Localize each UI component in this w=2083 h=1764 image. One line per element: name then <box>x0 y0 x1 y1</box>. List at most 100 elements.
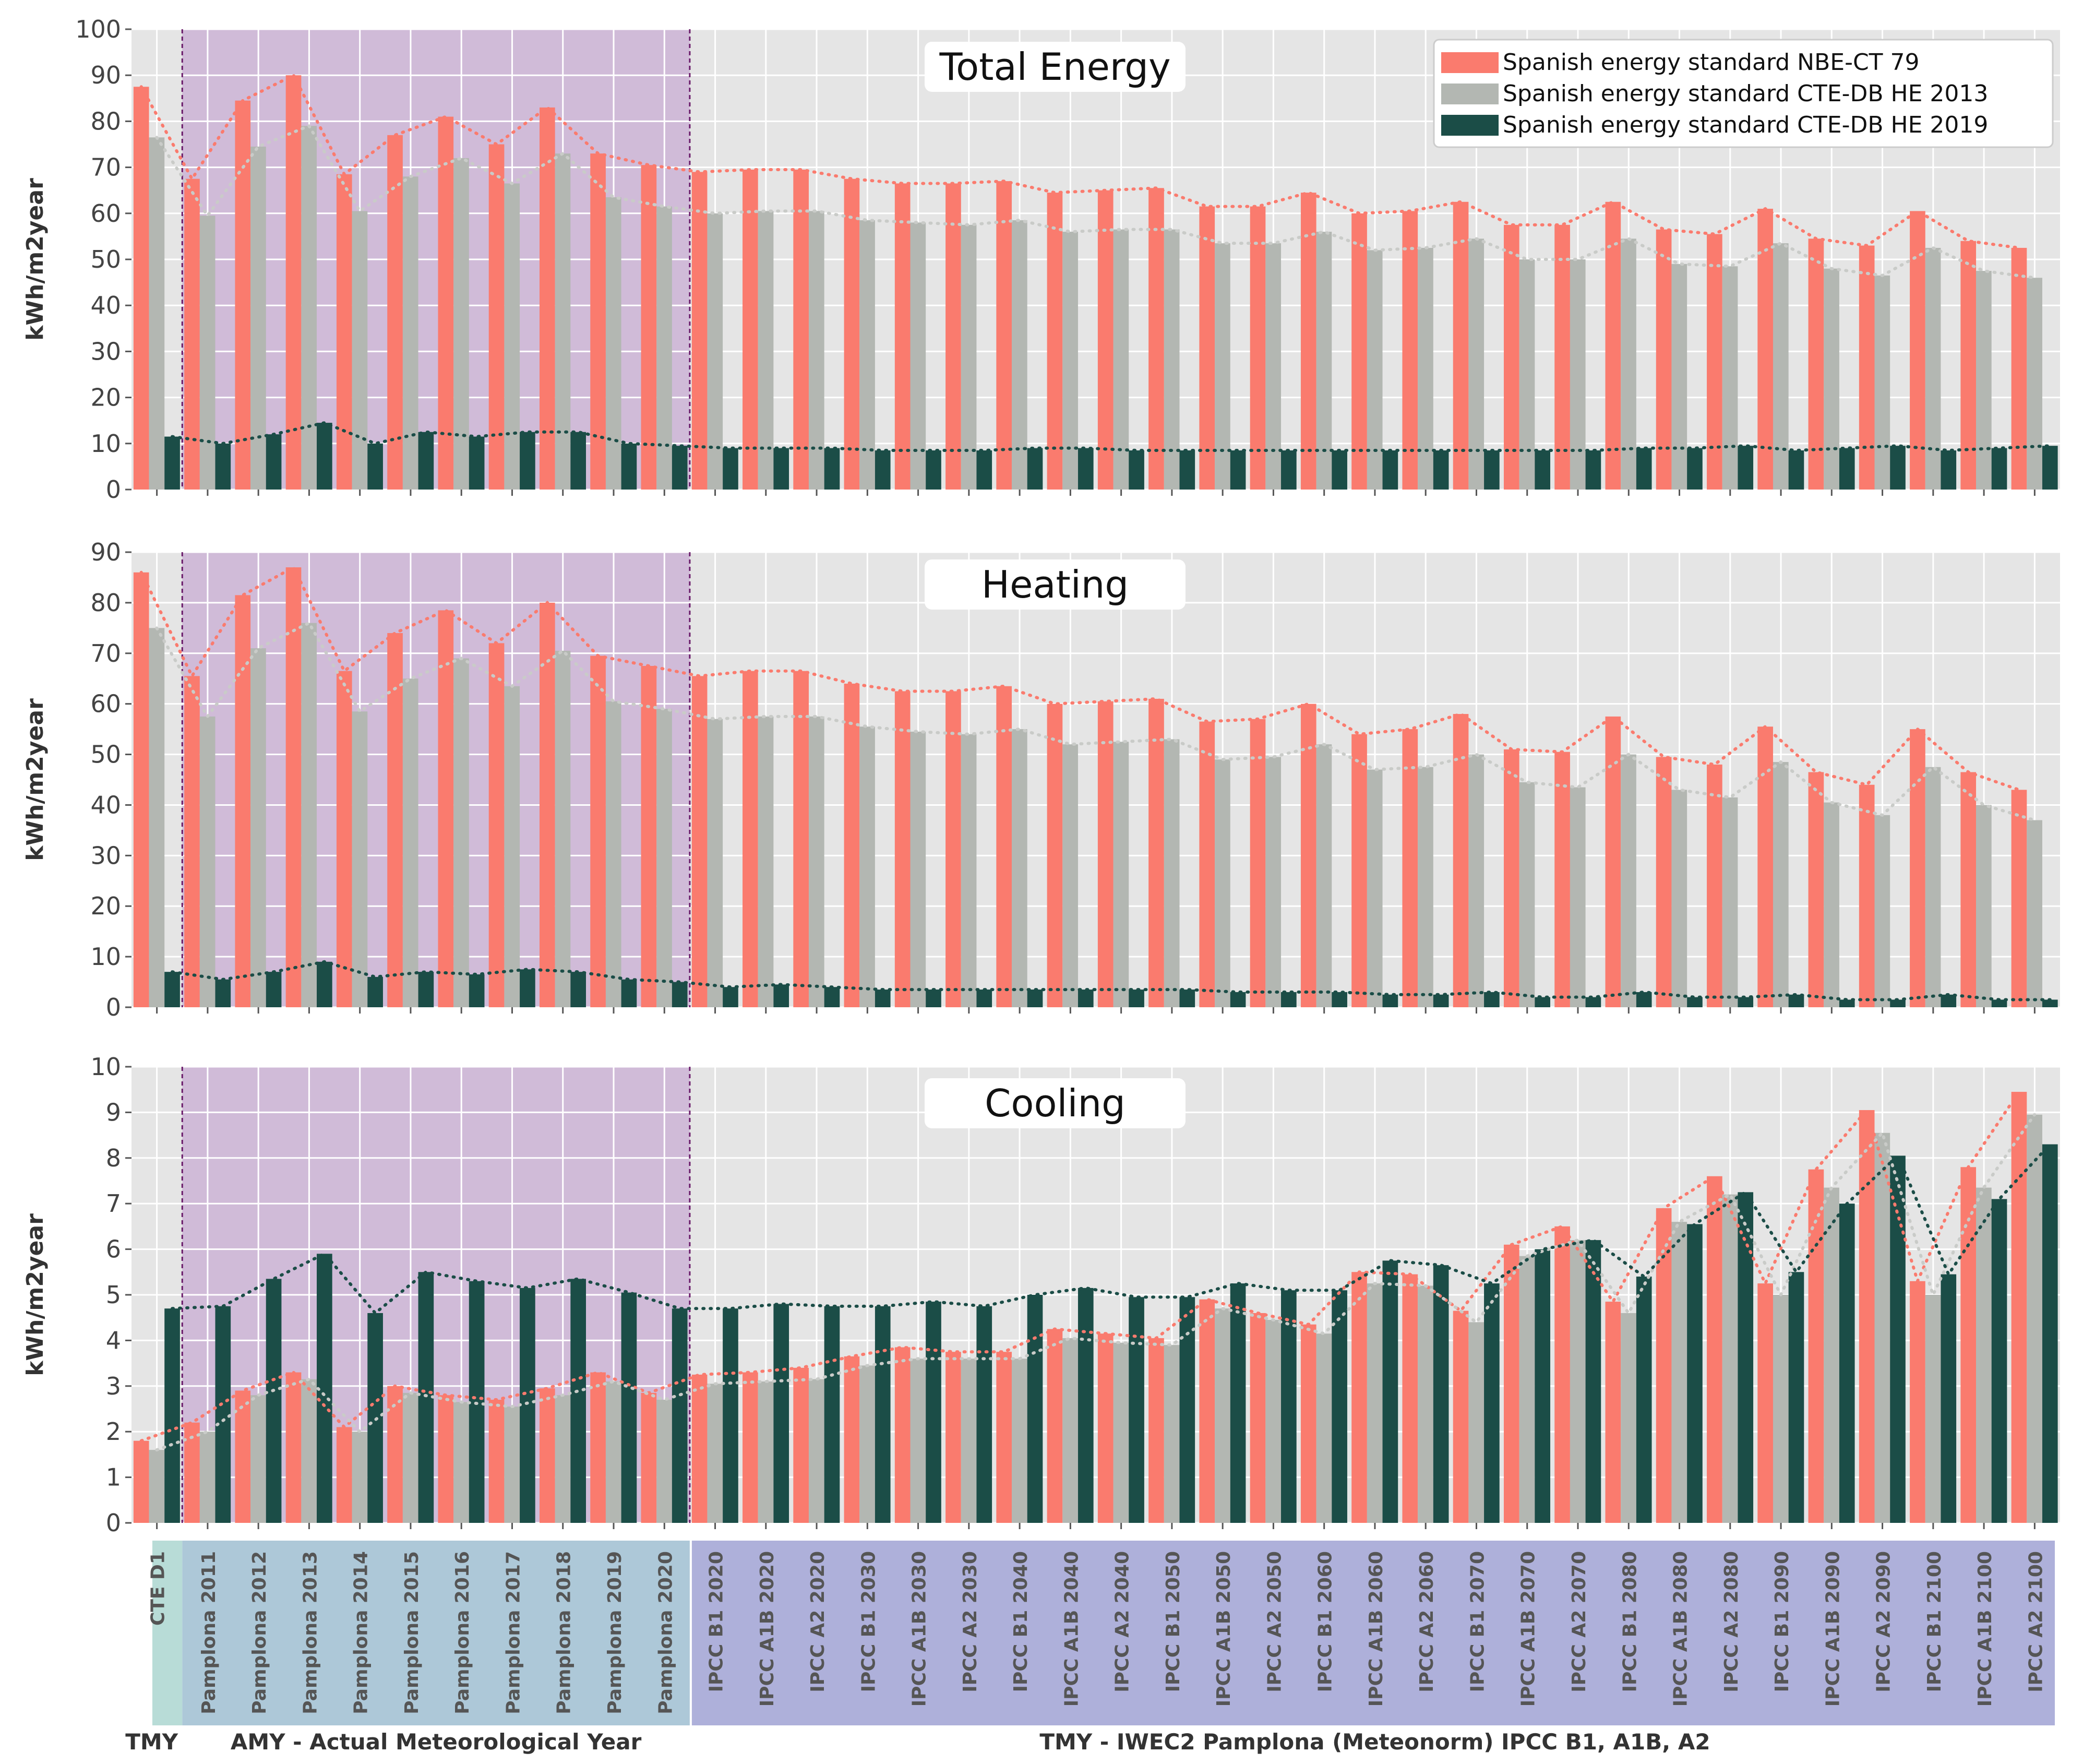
total-energy-bar-series0-30 <box>1656 229 1672 490</box>
heating-bar-series2-8 <box>570 972 586 1007</box>
total-energy-bar-series1-10 <box>656 206 672 490</box>
cooling-bar-series0-14 <box>844 1356 860 1523</box>
cooling-trend-series0 <box>139 1090 2021 1443</box>
heating-bar-series1-1 <box>199 716 216 1007</box>
total-energy-bar-series1-9 <box>605 197 621 490</box>
heating-bar-series1-18 <box>1062 744 1078 1007</box>
total-energy-bar-series2-26 <box>1484 450 1500 490</box>
cooling-bar-series0-20 <box>1148 1338 1164 1523</box>
total-energy-bar-series0-21 <box>1199 206 1215 490</box>
total-energy-ytick-label: 30 <box>90 337 121 365</box>
heating-bar-series2-5 <box>418 972 434 1007</box>
heating-bar-series2-33 <box>1839 999 1855 1007</box>
cooling-bar-series2-24 <box>1382 1260 1398 1523</box>
total-energy-trend-series1 <box>155 124 2037 280</box>
cooling-bar-series2-30 <box>1687 1224 1703 1523</box>
heating-bar-series2-0 <box>164 972 180 1007</box>
total-energy-bar-series1-15 <box>910 222 926 490</box>
total-energy-bar-series2-1 <box>215 443 231 490</box>
heating-bar-series0-10 <box>641 666 657 1007</box>
category-label: IPCC A2 2020 <box>807 1551 829 1693</box>
total-energy-bar-series0-8 <box>539 107 555 490</box>
cooling-bar-series1-6 <box>453 1402 469 1523</box>
cooling-bar-series1-36 <box>1976 1187 1992 1523</box>
heating-bar-series1-33 <box>1824 802 1839 1007</box>
cooling-bar-series1-18 <box>1062 1338 1078 1523</box>
cooling-ytick-label: 0 <box>106 1509 121 1537</box>
heating-bar-series1-25 <box>1418 767 1433 1007</box>
total-energy-bar-series2-17 <box>1027 448 1043 490</box>
total-energy-title-box: Total Energy <box>925 42 1186 92</box>
heating-bar-series2-9 <box>621 979 637 1007</box>
total-energy-bar-series0-23 <box>1300 193 1316 490</box>
cooling-bar-series2-29 <box>1636 1277 1652 1523</box>
heating-bar-series2-10 <box>672 982 688 1007</box>
heating-bar-series1-3 <box>301 623 317 1007</box>
heating-bar-series1-37 <box>2027 820 2042 1007</box>
heating-bar-series2-16 <box>976 990 992 1007</box>
total-energy-bar-series1-30 <box>1671 264 1687 490</box>
heating-bar-series1-23 <box>1316 744 1332 1007</box>
cooling-bar-series2-0 <box>164 1308 180 1523</box>
total-energy-bar-series2-35 <box>1941 450 1957 490</box>
cooling-bar-series0-17 <box>996 1352 1012 1523</box>
heating-bar-series0-32 <box>1757 726 1773 1007</box>
heating-bar-series1-16 <box>961 734 977 1007</box>
legend-swatch-cte-db-he-2019 <box>1441 115 1499 136</box>
cooling-bar-series2-28 <box>1585 1240 1601 1523</box>
heating-bar-series0-21 <box>1199 721 1215 1007</box>
heating-bar-series0-14 <box>844 683 860 1007</box>
heating-ytick-label: 10 <box>90 943 121 971</box>
cooling-bar-series2-27 <box>1535 1249 1550 1523</box>
total-energy-panel: 0 10 20 30 40 50 60 70 80 90 100 kWh/m2year Total … <box>22 15 2060 504</box>
total-energy-bar-series2-36 <box>1991 448 2007 490</box>
category-label: Pamplona 2014 <box>351 1551 372 1714</box>
total-energy-bar-series0-0 <box>133 87 149 490</box>
total-energy-bars <box>133 75 2058 490</box>
total-energy-bar-series2-23 <box>1332 450 1347 490</box>
cooling-bar-series1-26 <box>1468 1322 1485 1523</box>
tmy-label-background <box>152 1541 183 1725</box>
total-energy-bar-series0-35 <box>1910 211 1925 490</box>
cooling-bar-series2-2 <box>266 1279 282 1523</box>
heating-bar-series0-1 <box>184 676 200 1007</box>
heating-bar-series1-6 <box>453 658 469 1007</box>
cooling-bar-series0-3 <box>285 1372 302 1523</box>
total-energy-bar-series2-31 <box>1738 446 1754 490</box>
cooling-bar-series0-9 <box>590 1372 606 1523</box>
total-energy-bar-series0-10 <box>641 165 657 490</box>
category-label: Pamplona 2019 <box>604 1551 626 1714</box>
total-energy-bar-series2-21 <box>1230 450 1246 490</box>
total-energy-bar-series2-3 <box>317 423 332 490</box>
cooling-bar-series2-32 <box>1788 1272 1804 1523</box>
cooling-bar-series1-13 <box>808 1379 824 1523</box>
legend-label-nbe-ct-79: Spanish energy standard NBE-CT 79 <box>1503 49 1920 76</box>
heating-bar-series0-36 <box>1960 772 1977 1007</box>
heating-bar-series1-22 <box>1265 757 1282 1007</box>
total-energy-bar-series1-7 <box>504 183 520 490</box>
category-label: IPCC A2 2060 <box>1416 1551 1438 1693</box>
heating-ytick-label: 80 <box>90 589 121 617</box>
cooling-bar-series2-19 <box>1129 1297 1144 1523</box>
total-energy-bar-series0-34 <box>1859 245 1875 490</box>
heating-bar-series2-28 <box>1585 997 1601 1007</box>
heating-bar-series1-34 <box>1874 815 1890 1007</box>
cooling-bar-series0-18 <box>1047 1329 1063 1523</box>
heating-bar-series2-23 <box>1332 992 1347 1007</box>
category-label: IPCC B1 2070 <box>1467 1551 1488 1692</box>
cooling-ytick-label: 8 <box>106 1144 121 1172</box>
heating-bar-series1-0 <box>149 628 165 1007</box>
cooling-bar-series1-31 <box>1722 1194 1738 1523</box>
category-labels: CTE D1 Pamplona 2011 Pamplona 2012 Pamplona… <box>148 1551 2047 1714</box>
heating-ytick-label: 40 <box>90 791 121 819</box>
category-label: IPCC A1B 2030 <box>909 1551 930 1707</box>
total-energy-ytick-label: 20 <box>90 384 121 412</box>
heating-bar-series0-26 <box>1453 714 1469 1007</box>
heating-bar-series0-17 <box>996 686 1012 1007</box>
category-label: IPCC A1B 2040 <box>1061 1551 1082 1707</box>
total-energy-ytick-label: 10 <box>90 430 121 458</box>
heating-bar-series0-15 <box>894 691 911 1007</box>
total-energy-bar-series2-4 <box>367 443 383 490</box>
cooling-bar-series0-28 <box>1554 1226 1570 1523</box>
